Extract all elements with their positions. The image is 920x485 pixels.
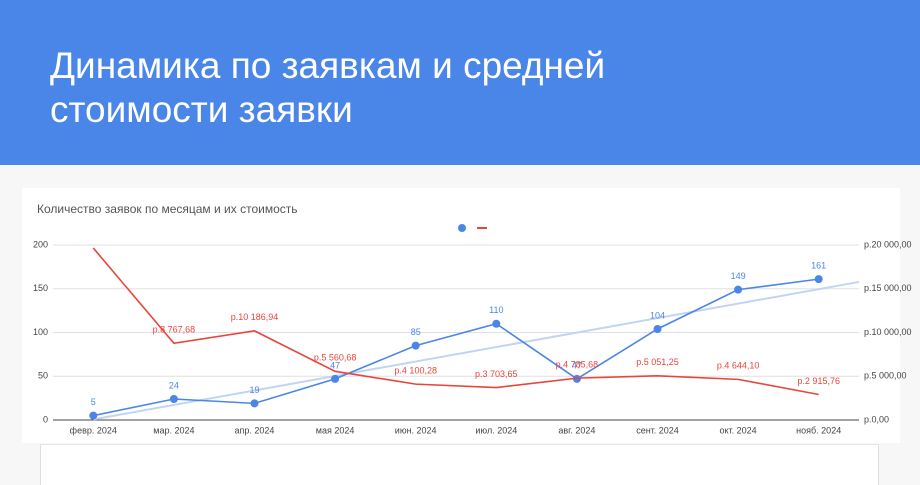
data-label: р.8 767,68 <box>153 325 196 335</box>
chart: Количество заявок по месяцам и их стоимо… <box>33 202 912 435</box>
data-label: р.4 785,68 <box>556 360 599 370</box>
trendline <box>93 280 860 421</box>
x-tick-label: мая 2024 <box>316 425 355 435</box>
series-line <box>92 247 819 396</box>
data-label: р.4 100,28 <box>394 365 437 375</box>
point <box>814 275 823 284</box>
data-label: р.5 051,25 <box>636 357 679 367</box>
x-tick-label: июл. 2024 <box>475 425 517 435</box>
point <box>734 285 743 294</box>
data-label: 47 <box>330 360 340 370</box>
y-tick-label: 100 <box>33 327 48 337</box>
header: Динамика по заявкам и средней стоимости … <box>0 0 920 165</box>
point <box>492 319 501 328</box>
y2-tick-label: р.5 000,00 <box>864 371 907 381</box>
data-label: р.3 703,65 <box>475 369 518 379</box>
y2-tick-label: р.20 000,00 <box>864 239 912 249</box>
point <box>653 325 662 333</box>
chart-title: Количество заявок по месяцам и их стоимо… <box>37 202 298 216</box>
data-label: 24 <box>169 380 179 390</box>
data-label: р.5 560,68 <box>314 353 357 363</box>
data-label: 104 <box>650 310 665 320</box>
point <box>250 399 259 408</box>
data-label: р.10 186,94 <box>231 312 279 322</box>
data-label: 161 <box>811 261 826 271</box>
point <box>331 374 340 383</box>
y-tick-label: 50 <box>38 371 48 381</box>
data-label: 85 <box>411 327 421 337</box>
data-label: 47 <box>572 360 582 370</box>
y2-tick-label: р.15 000,00 <box>864 283 912 293</box>
data-label: 149 <box>731 271 746 281</box>
y-tick-label: 0 <box>43 414 48 424</box>
data-label: 5 <box>91 397 96 407</box>
x-tick-label: мар. 2024 <box>153 425 194 435</box>
x-tick-label: окт. 2024 <box>719 425 756 435</box>
data-label: 19 <box>249 385 259 395</box>
data-label: 110 <box>489 305 503 315</box>
x-tick-label: сент. 2024 <box>636 425 679 435</box>
y2-tick-label: р.10 000,00 <box>864 327 912 337</box>
data-label: р.2 915,76 <box>797 376 840 386</box>
y2-tick-label: р.0,00 <box>864 414 889 424</box>
data-label: р.4 644,10 <box>717 361 760 371</box>
x-tick-label: февр. 2024 <box>70 425 117 435</box>
x-tick-label: авг. 2024 <box>558 425 595 435</box>
x-tick-label: апр. 2024 <box>235 425 275 435</box>
x-tick-label: нояб. 2024 <box>796 425 841 435</box>
point <box>169 395 178 403</box>
y-tick-label: 150 <box>33 283 48 293</box>
legend-marker <box>458 224 466 232</box>
point <box>411 341 420 350</box>
slide-title: Динамика по заявкам и средней стоимости … <box>50 45 606 130</box>
series-line <box>93 278 819 417</box>
y-tick-label: 200 <box>33 239 48 249</box>
point <box>89 411 98 420</box>
x-tick-label: июн. 2024 <box>395 425 437 435</box>
